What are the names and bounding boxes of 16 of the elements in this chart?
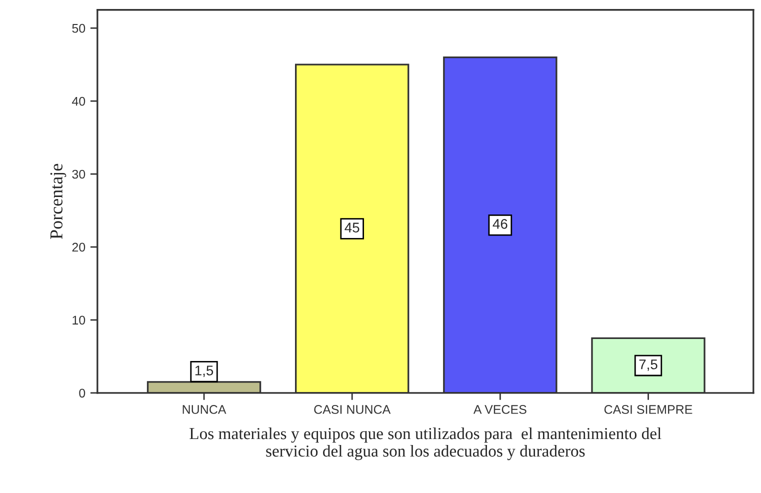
y-tick-label: 50	[72, 24, 86, 33]
x-tick-label: NUNCA	[182, 405, 226, 414]
y-tick-label: 20	[72, 242, 86, 252]
y-tick-label: 40	[72, 96, 86, 106]
data-label: 1,5	[195, 366, 214, 378]
data-label: 45	[344, 222, 360, 232]
x-axis-title: Los materiales y equipos que son utilizados para el mantenimiento del servicio del agua son los adecuados y duraderos	[190, 427, 662, 460]
y-tick-label: 30	[72, 170, 86, 179]
x-tick-label: CASI NUNCA	[314, 405, 391, 414]
data-label: 46	[492, 218, 508, 229]
y-axis-title: Porcentaje	[50, 164, 66, 239]
y-tick-label: 10	[72, 316, 86, 325]
data-label: 7,5	[639, 360, 658, 371]
x-tick-label: A VECES	[473, 405, 526, 414]
y-tick-label: 0	[79, 388, 86, 398]
x-tick-label: CASI SIEMPRE	[604, 405, 692, 414]
